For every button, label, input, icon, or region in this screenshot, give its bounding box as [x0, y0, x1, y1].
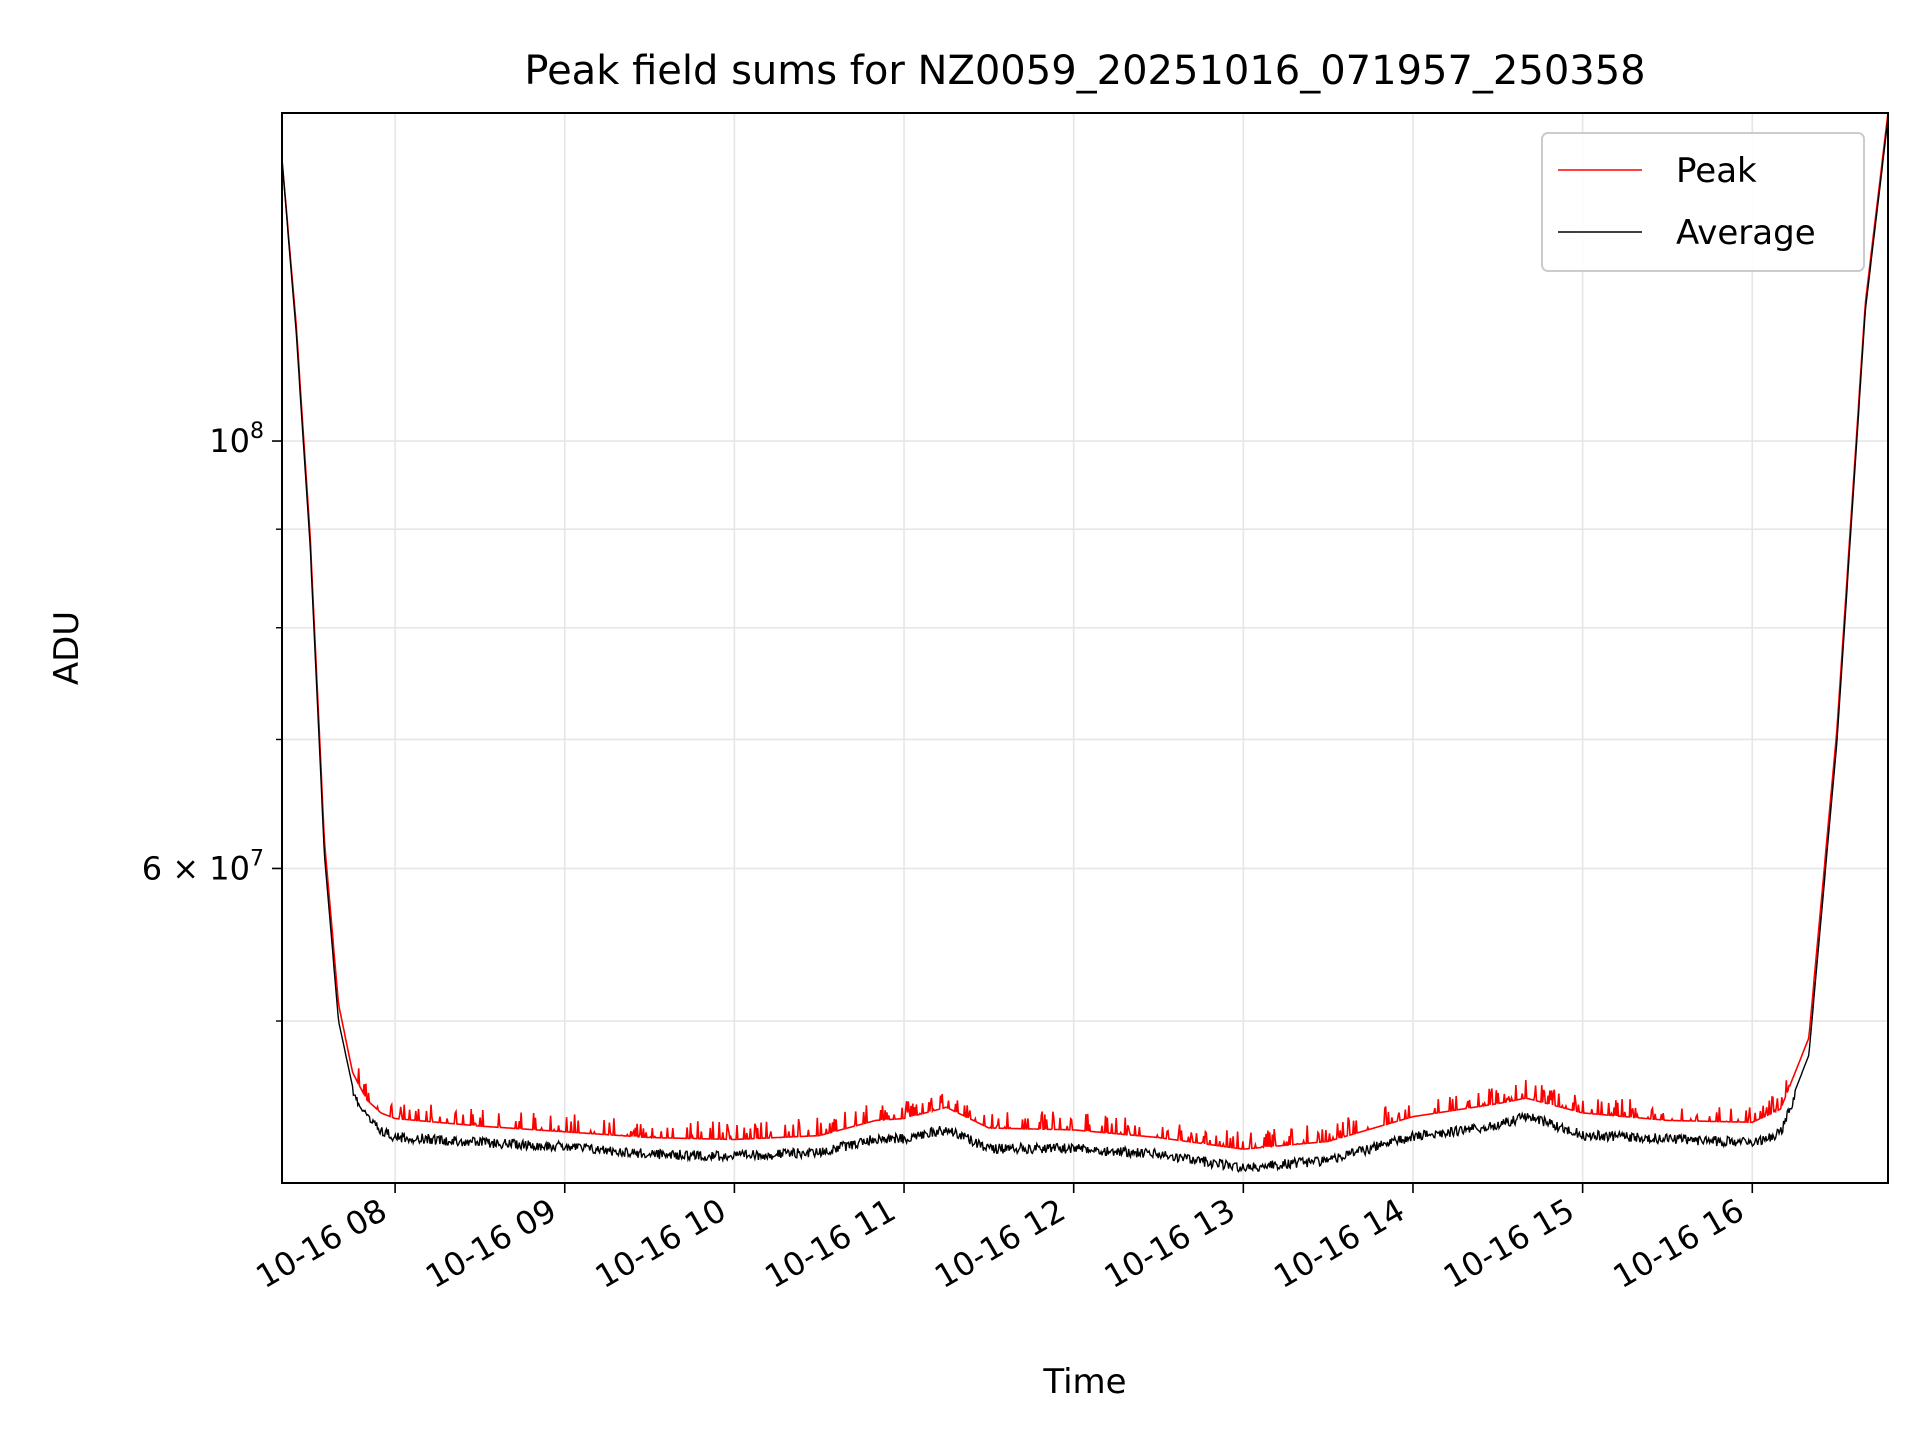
plot-frame: [281, 112, 1889, 1184]
y-tick-label: 6 × 107: [142, 846, 264, 887]
legend: Peak Average: [1541, 132, 1865, 272]
series-line-peak: [281, 112, 1889, 1150]
grid: [282, 113, 1888, 1183]
legend-label-peak: Peak: [1676, 151, 1757, 191]
chart-title: Peak field sums for NZ0059_20251016_0719…: [524, 48, 1645, 94]
legend-label-average: Average: [1676, 213, 1816, 253]
y-axis: 108 6 × 107: [142, 419, 282, 1022]
y-axis-label: ADU: [47, 611, 87, 685]
series-layer: [281, 112, 1889, 1174]
y-tick-label: 108: [209, 419, 264, 460]
series-line-average: [281, 118, 1889, 1174]
x-axis-label: Time: [1042, 1362, 1126, 1402]
legend-box: [1541, 132, 1865, 272]
